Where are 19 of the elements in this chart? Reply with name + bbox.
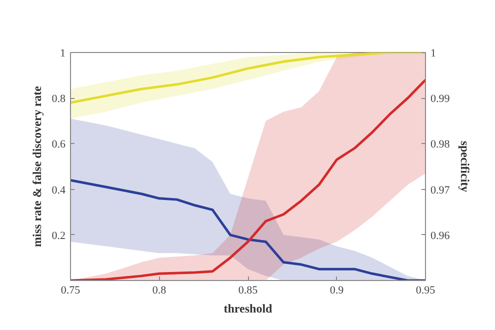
y-tick-label: 1 <box>60 48 66 60</box>
y2-tick-label: 0.98 <box>430 138 450 151</box>
x-tick-label: 0.9 <box>330 284 344 296</box>
y2-axis-title: specificity <box>458 140 472 192</box>
x-tick-label: 0.85 <box>238 284 258 296</box>
y-tick-label: 0.6 <box>52 138 66 151</box>
y2-tick-label: 0.97 <box>430 184 450 196</box>
line-series <box>70 52 426 104</box>
x-tick-label: 0.75 <box>60 284 81 296</box>
y2-tick-label: 0.99 <box>430 93 450 106</box>
y-tick-label: 0.4 <box>52 184 66 196</box>
y-axis-title: miss rate & false discovery rate <box>30 85 44 247</box>
y2-tick-label: 0.96 <box>430 230 450 242</box>
y-tick-label: 0.2 <box>52 230 66 242</box>
y2-tick-label: 1 <box>430 48 436 60</box>
x-axis-title: threshold <box>224 302 273 316</box>
x-tick-label: 0.95 <box>416 284 436 296</box>
y-tick-label: 0.8 <box>52 93 66 106</box>
x-tick-label: 0.8 <box>152 284 167 296</box>
